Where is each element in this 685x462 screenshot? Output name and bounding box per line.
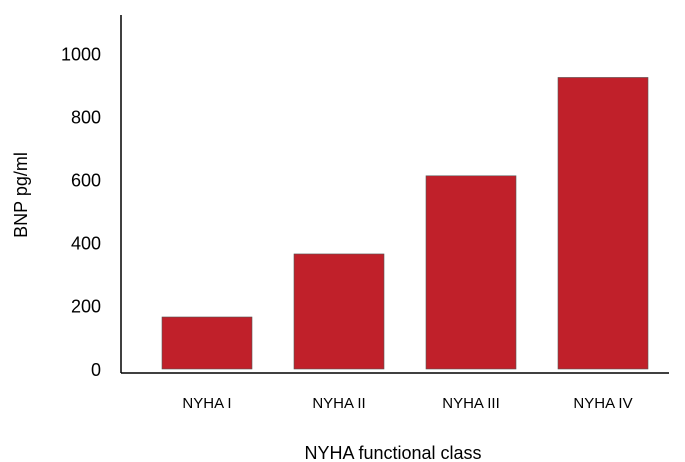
bar xyxy=(161,316,253,370)
x-tick-label: NYHA III xyxy=(442,395,500,412)
y-tick-label: 800 xyxy=(71,108,101,128)
x-axis-title: NYHA functional class xyxy=(304,443,481,462)
x-tick-label: NYHA II xyxy=(312,395,365,412)
y-tick-label: 0 xyxy=(91,360,101,380)
y-tick-label: 200 xyxy=(71,297,101,317)
x-tick-label: NYHA IV xyxy=(573,395,632,412)
bar xyxy=(425,175,517,370)
x-tick-label: NYHA I xyxy=(182,395,231,412)
bar xyxy=(557,77,649,370)
y-tick-label: 1000 xyxy=(61,45,101,65)
y-tick-label: 600 xyxy=(71,171,101,191)
bar xyxy=(293,253,385,370)
y-tick-label: 400 xyxy=(71,234,101,254)
y-axis-title: BNP pg/ml xyxy=(11,152,31,238)
